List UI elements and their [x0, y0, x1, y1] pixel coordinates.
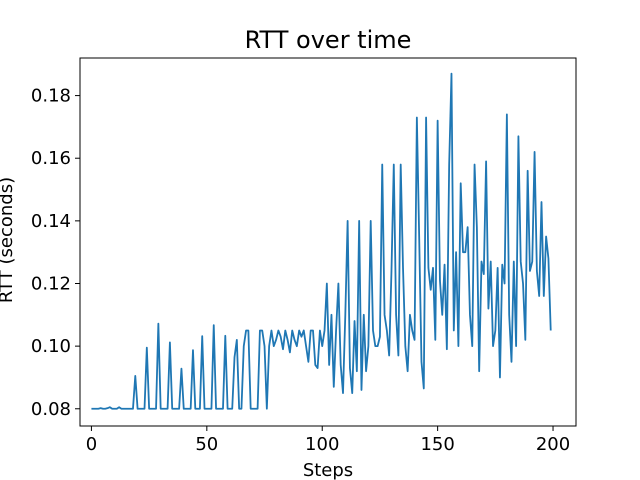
- y-tick-label: 0.16: [31, 148, 71, 169]
- y-tick-label: 0.14: [31, 211, 71, 232]
- x-tick-label: 200: [536, 434, 570, 455]
- x-axis-label: Steps: [303, 460, 353, 480]
- x-tick-label: 150: [420, 434, 454, 455]
- y-axis-label: RTT (seconds): [0, 177, 17, 303]
- x-tick-label: 50: [195, 434, 218, 455]
- x-tick-label: 0: [86, 434, 97, 455]
- y-tick-label: 0.08: [31, 399, 71, 420]
- y-axis-ticks: 0.08 0.10 0.12 0.14 0.16 0.18: [31, 86, 80, 420]
- plot-frame: [79, 57, 577, 427]
- series-line-rtt: [91, 72, 552, 410]
- y-tick-label: 0.10: [31, 336, 71, 357]
- y-tick-label: 0.18: [31, 86, 71, 107]
- x-tick-label: 100: [305, 434, 339, 455]
- y-tick-label: 0.12: [31, 273, 71, 294]
- chart-title: RTT over time: [245, 26, 412, 54]
- x-axis-ticks: 0 50 100 150 200: [86, 426, 570, 455]
